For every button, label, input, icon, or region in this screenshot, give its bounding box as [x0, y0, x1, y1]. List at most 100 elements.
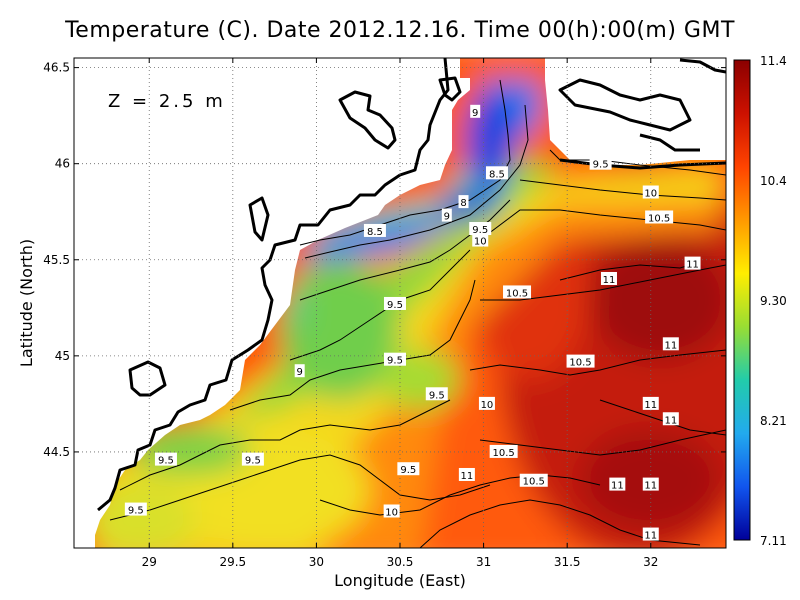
contour-label: 10: [383, 504, 400, 518]
contour-label-text: 11: [603, 275, 616, 286]
coast-segment: [128, 360, 167, 397]
contour-label: 9.5: [589, 156, 612, 171]
y-axis-ticks: 44.5 45 45.5 46 46.5: [43, 61, 726, 459]
contour-label-text: 11: [644, 400, 657, 411]
contour-label-box: [485, 166, 508, 180]
contour-label: 9.5: [124, 502, 147, 517]
contour-label: 11: [600, 271, 617, 286]
contour-label-box: [503, 285, 532, 299]
contour-label-box: [363, 223, 386, 237]
contour-label: 11: [642, 396, 659, 411]
contour-label-box: [383, 352, 406, 366]
contour-label-text: 8.5: [367, 227, 383, 238]
y-tick-label: 44.5: [43, 445, 70, 459]
contour-label-text: 11: [611, 481, 624, 492]
contour-label: 9.5: [383, 296, 406, 311]
contour-label: 9: [441, 208, 452, 223]
isotherm-line: [109, 454, 491, 521]
contour-label: 11: [642, 477, 659, 492]
contour-label-box: [589, 156, 612, 170]
contour-label-box: [642, 477, 659, 491]
contour-label-text: 11: [686, 260, 699, 271]
coast-segment: [338, 90, 397, 150]
depth-annotation: Z = 2.5 m: [108, 91, 226, 112]
contour-label: 8.5: [363, 223, 386, 238]
colorbar-label: 10.4: [760, 174, 787, 188]
contour-label: 10: [642, 185, 659, 200]
colorbar-label: 9.30: [760, 294, 787, 308]
contour-label-box: [684, 256, 701, 270]
contour-label-box: [458, 467, 475, 481]
isotherm-line: [480, 264, 726, 301]
isotherm-line: [479, 429, 726, 456]
contour-label-text: 11: [461, 471, 474, 482]
contour-label: 10.5: [645, 210, 674, 224]
contour-label-text: 10.5: [648, 213, 670, 224]
contour-label: 9.5: [241, 452, 264, 467]
contour-label: 11: [662, 337, 679, 351]
contour-label-box: [383, 296, 406, 310]
field-cold-core: [440, 193, 500, 217]
contour-label: 9: [470, 104, 481, 119]
colorbar-label: 11.4: [760, 54, 787, 68]
contour-label-text: 8.5: [489, 169, 505, 180]
contour-label: 10.5: [489, 444, 518, 459]
contour-label-box: [425, 387, 448, 401]
contour-label-box: [642, 527, 659, 541]
colorbar: 11.4 10.4 9.30 8.21 7.11: [733, 54, 787, 548]
contour-label-box: [294, 364, 305, 378]
contour-label-box: [154, 452, 177, 466]
y-tick-label: 45.5: [43, 253, 70, 267]
x-tick-label: 29.5: [219, 555, 246, 569]
isotherm-line: [599, 399, 726, 436]
y-axis-label: Latitude (North): [17, 239, 36, 367]
x-tick-label: 30.5: [387, 555, 414, 569]
contour-label-text: 9.5: [245, 456, 261, 467]
contour-label-text: 10: [481, 400, 494, 411]
contour-label-text: 9.5: [593, 160, 609, 171]
contour-label-box: [458, 195, 469, 209]
contour-label: 8.5: [485, 166, 508, 180]
contour-label-text: 9.5: [128, 506, 144, 517]
contour-label-box: [662, 412, 679, 426]
contour-label-text: 9.5: [429, 390, 445, 401]
isotherm-line: [289, 249, 471, 361]
contour-label: 11: [684, 256, 701, 271]
contour-label: 8: [458, 195, 469, 209]
contour-label: 9.5: [383, 352, 406, 367]
contour-label-box: [642, 396, 659, 410]
contour-label-text: 11: [644, 531, 657, 542]
x-tick-label: 30: [309, 555, 324, 569]
contour-label-box: [383, 504, 400, 518]
coast-segment: [639, 133, 700, 152]
contour-label-text: 10.5: [493, 448, 515, 459]
contour-label-box: [566, 354, 595, 368]
contour-label: 10: [472, 233, 489, 248]
contour-label: 9.5: [469, 222, 492, 236]
coast-segment: [97, 58, 450, 512]
contour-label: 10.5: [566, 354, 595, 369]
contour-label-box: [609, 477, 626, 491]
contour-label-box: [124, 502, 147, 516]
isotherm-line: [519, 179, 726, 201]
contour-label-text: 10.5: [569, 358, 591, 369]
contour-label: 11: [609, 477, 626, 492]
isotherm-line: [479, 209, 726, 241]
contour-label-box: [397, 462, 420, 476]
contour-label-box: [470, 104, 481, 118]
isotherm-line: [549, 149, 726, 176]
isotherm-line: [119, 399, 451, 491]
coast-segment: [679, 58, 726, 74]
contour-label-text: 9.5: [158, 456, 174, 467]
contour-label-box: [662, 337, 679, 351]
contour-label-box: [441, 208, 452, 222]
contour-label-text: 9.5: [387, 356, 403, 367]
contour-label-text: 9.5: [400, 465, 416, 476]
contour-label-text: 10: [385, 507, 398, 518]
contour-label: 10.5: [503, 285, 532, 299]
contour-label: 11: [458, 467, 475, 482]
contour-label-text: 10: [644, 189, 657, 200]
contour-label: 9.5: [154, 452, 177, 467]
x-axis-ticks: 29 29.5 30 30.5 31 31.5 32: [142, 58, 658, 569]
